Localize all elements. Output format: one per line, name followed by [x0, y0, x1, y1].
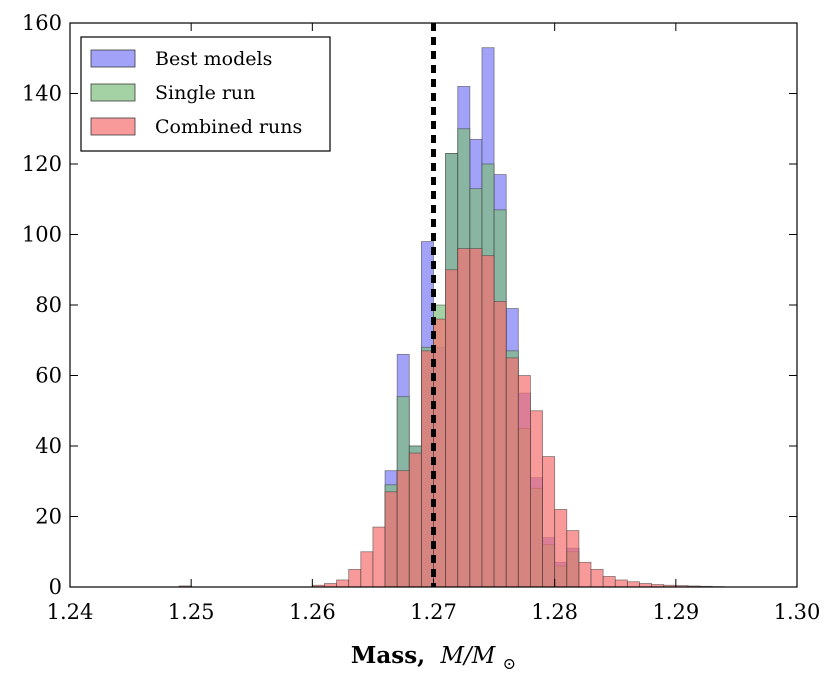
- bar-combined-runs: [578, 561, 592, 588]
- x-axis-title: Mass, M/M ⊙: [351, 642, 516, 673]
- y-tick-label: 20: [35, 505, 62, 529]
- bar-combined-runs: [420, 350, 434, 588]
- bar-combined-runs: [481, 255, 495, 588]
- legend-swatch-best-models: [90, 49, 136, 68]
- y-tick-label: 80: [35, 293, 62, 317]
- bar-combined-runs: [408, 452, 422, 588]
- y-tick-label: 0: [49, 575, 62, 599]
- x-tick-label: 1.27: [410, 600, 457, 624]
- legend-label-single-run: Single run: [155, 82, 255, 104]
- y-tick-label: 40: [35, 434, 62, 458]
- x-axis-title-prefix: Mass,: [351, 642, 425, 669]
- x-tick-label: 1.26: [289, 600, 336, 624]
- bar-combined-runs: [336, 579, 350, 588]
- legend-swatch-single-run: [90, 83, 136, 102]
- bar-combined-runs: [542, 456, 556, 588]
- bar-combined-runs: [530, 410, 543, 588]
- bar-combined-runs: [360, 551, 374, 588]
- y-tick-label: 160: [22, 11, 62, 35]
- bar-combined-runs: [566, 530, 580, 588]
- x-axis-title-subscript: ⊙: [503, 654, 516, 673]
- legend: Best models Single run Combined runs: [80, 36, 331, 152]
- bar-combined-runs: [348, 568, 362, 588]
- bar-combined-runs: [457, 248, 471, 588]
- bar-combined-runs: [614, 579, 628, 588]
- x-axis-title-math: M/M: [440, 643, 497, 669]
- x-tick-label: 1.25: [168, 600, 215, 624]
- bar-combined-runs: [493, 301, 507, 588]
- bar-combined-runs: [626, 581, 640, 588]
- legend-swatch-combined-runs: [90, 117, 136, 136]
- bar-combined-runs: [554, 509, 568, 588]
- y-tick-label: 120: [22, 152, 62, 176]
- bar-combined-runs: [469, 248, 483, 588]
- y-tick-label: 60: [35, 364, 62, 388]
- x-tick-label: 1.29: [652, 600, 699, 624]
- bar-combined-runs: [517, 375, 531, 588]
- axis-ticks: 1.24 1.25 1.26 1.27 1.28 1.29 1.30 0 20 40 60 80 100…: [22, 11, 820, 624]
- bar-combined-runs: [372, 526, 386, 588]
- bar-combined-runs: [396, 470, 410, 588]
- bar-combined-runs: [590, 568, 604, 588]
- bar-combined-runs: [602, 576, 616, 588]
- x-tick-label: 1.24: [47, 600, 94, 624]
- bar-combined-runs: [505, 357, 519, 588]
- y-tick-label: 100: [22, 223, 62, 247]
- x-tick-label: 1.30: [774, 600, 821, 624]
- legend-label-combined-runs: Combined runs: [155, 116, 302, 138]
- y-tick-label: 140: [22, 82, 62, 106]
- legend-label-best-models: Best models: [155, 48, 272, 70]
- histogram-bars: [178, 47, 725, 588]
- x-tick-label: 1.28: [531, 600, 578, 624]
- bar-combined-runs: [384, 491, 398, 588]
- bar-combined-runs: [445, 269, 459, 588]
